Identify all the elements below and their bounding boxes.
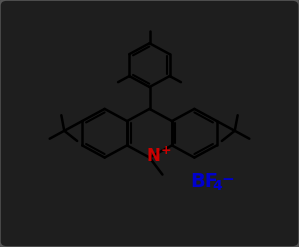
Text: +: + bbox=[160, 144, 171, 157]
Text: 4: 4 bbox=[212, 179, 222, 193]
Text: −: − bbox=[222, 172, 234, 187]
Text: N: N bbox=[147, 147, 161, 165]
Text: BF: BF bbox=[191, 172, 219, 191]
